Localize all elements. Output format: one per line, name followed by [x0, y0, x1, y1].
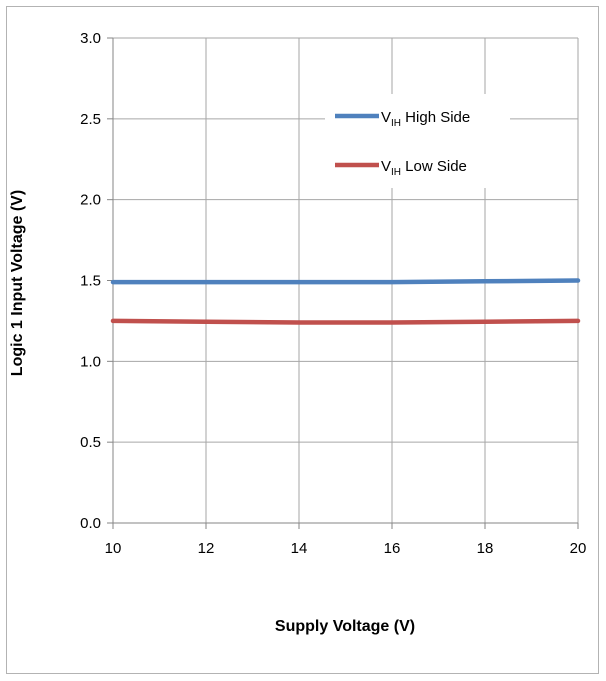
y-tick-label: 2.5 — [80, 111, 101, 128]
legend-label-2: VIH Low Side — [381, 158, 467, 178]
legend: VIH High Side VIH Low Side — [325, 94, 510, 188]
y-tick-label: 1.0 — [80, 353, 101, 370]
x-tick-label: 16 — [384, 540, 401, 557]
series-lines — [110, 278, 581, 325]
y-tick-label: 3.0 — [80, 30, 101, 47]
legend-label-1: VIH High Side — [381, 109, 470, 129]
y-axis-title: Logic 1 Input Voltage (V) — [9, 190, 26, 376]
x-tick-label: 10 — [105, 540, 122, 557]
x-tick-label: 20 — [570, 540, 587, 557]
x-tick-labels: 10 12 14 16 18 20 — [105, 540, 587, 557]
y-tick-label: 1.5 — [80, 273, 101, 290]
x-tick-label: 14 — [291, 540, 308, 557]
x-tick-label: 12 — [198, 540, 215, 557]
y-tick-label: 0.0 — [80, 515, 101, 532]
y-tick-labels: 0.0 0.5 1.0 1.5 2.0 2.5 3.0 — [80, 30, 101, 532]
y-tick-label: 0.5 — [80, 434, 101, 451]
x-axis-title: Supply Voltage (V) — [275, 618, 415, 635]
series-line-2 — [110, 318, 581, 325]
x-tick-label: 18 — [477, 540, 494, 557]
series-line-1 — [110, 278, 581, 285]
legend-box — [325, 94, 510, 188]
y-tick-label: 2.0 — [80, 192, 101, 209]
